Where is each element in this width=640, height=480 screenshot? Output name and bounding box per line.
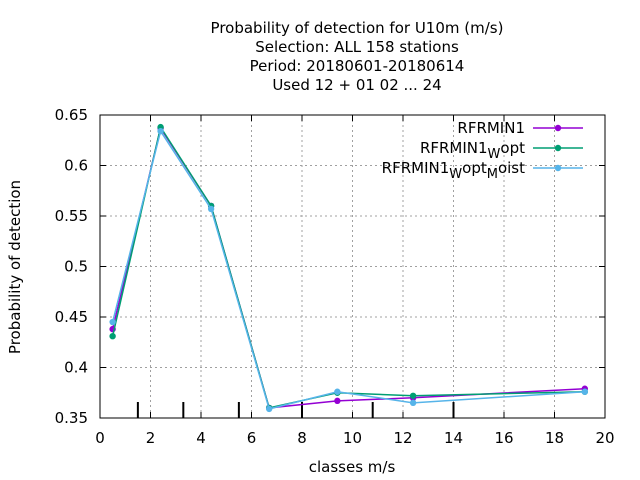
grid-layer <box>100 115 605 418</box>
legend-label: RFRMIN1 <box>457 119 525 137</box>
x-tick-label: 16 <box>494 429 513 447</box>
y-tick-label: 0.35 <box>55 409 88 427</box>
x-tick-label: 12 <box>393 429 412 447</box>
x-tick-label: 6 <box>247 429 257 447</box>
y-axis-label: Probability of detection <box>6 180 24 354</box>
x-tick-label: 0 <box>95 429 105 447</box>
legend-item: RFRMIN1 <box>457 119 583 137</box>
series-layer <box>109 123 588 413</box>
x-tick-label: 8 <box>297 429 307 447</box>
data-point <box>109 318 116 326</box>
data-point <box>409 399 417 407</box>
data-point <box>334 388 341 395</box>
ticks-layer: 0 2 4 6 8 10 12 14 16 18 20 0.35 0.4 0.45 0.5 0.55 0.6 0.… <box>55 106 615 447</box>
legend-label: RFRMIN1Wopt <box>420 139 525 162</box>
y-tick-label: 0.4 <box>64 359 88 377</box>
data-point <box>109 332 116 340</box>
x-tick-label: 4 <box>196 429 206 447</box>
legend-swatch-marker <box>554 124 562 132</box>
legend-item: RFRMIN1WoptMoist <box>382 159 583 182</box>
x-tick-label: 2 <box>146 429 156 447</box>
title-line-1: Probability of detection for U10m (m/s) <box>211 19 504 37</box>
x-tick-label: 10 <box>343 429 362 447</box>
data-point <box>409 392 417 399</box>
title-line-3: Period: 20180601-20180614 <box>250 57 465 75</box>
legend-swatch-marker <box>554 144 562 152</box>
y-tick-label: 0.5 <box>64 258 88 276</box>
y-tick-label: 0.45 <box>55 308 88 326</box>
title-line-4: Used 12 + 01 02 ... 24 <box>272 76 441 94</box>
data-point <box>157 127 164 135</box>
legend-item: RFRMIN1Wopt <box>420 139 583 162</box>
x-axis-label: classes m/s <box>309 458 396 476</box>
data-point <box>581 388 588 395</box>
data-point <box>207 205 215 213</box>
y-tick-label: 0.6 <box>64 157 88 175</box>
chart-title: Probability of detection for U10m (m/s) … <box>211 19 504 94</box>
title-line-2: Selection: ALL 158 stations <box>255 38 459 56</box>
legend-swatch-marker <box>554 164 562 172</box>
x-tick-label: 14 <box>444 429 463 447</box>
x-tick-label: 20 <box>595 429 614 447</box>
y-tick-label: 0.55 <box>55 207 88 225</box>
data-point <box>334 397 341 405</box>
y-tick-label: 0.65 <box>55 106 88 124</box>
series-3 <box>109 127 588 413</box>
class-boundary-markers <box>136 402 455 418</box>
legend-label: RFRMIN1WoptMoist <box>382 159 525 182</box>
x-tick-label: 18 <box>545 429 564 447</box>
data-point <box>265 405 273 413</box>
